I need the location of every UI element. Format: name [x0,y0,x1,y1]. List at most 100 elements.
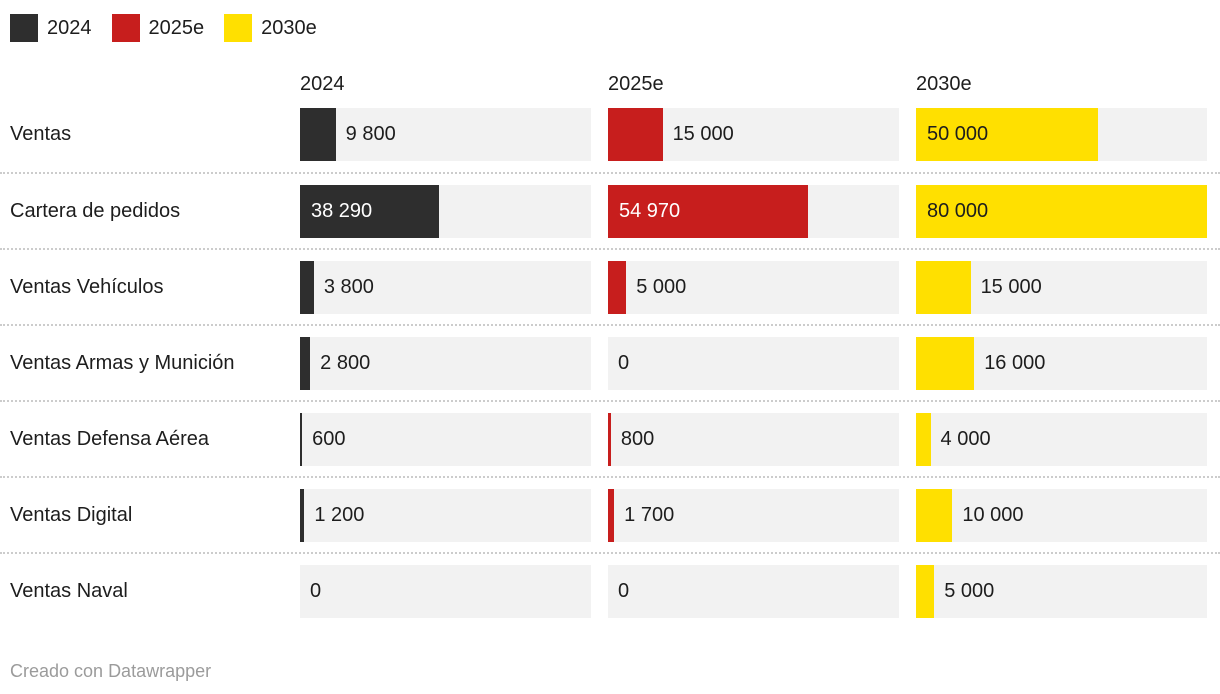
table-row: Cartera de pedidos 38 290 54 970 80 000 [0,172,1220,248]
bar-cell: 1 700 [608,488,899,542]
bar-cell: 5 000 [916,564,1207,618]
bar-value-label: 0 [618,352,630,374]
bar-value-label: 0 [618,580,630,602]
bar-2025e[interactable] [608,488,615,542]
bar-value-label: 600 [312,428,346,450]
bar-track: 600 [300,412,591,466]
table-row: Ventas 9 800 15 000 50 000 [0,96,1220,172]
bar-value-label: 9 800 [345,123,396,145]
row-label: Ventas Digital [10,503,133,526]
row-label: Ventas Vehículos [10,275,164,298]
bar-cell: 1 200 [300,488,591,542]
bar-track: 0 [608,564,899,618]
legend-label: 2024 [47,16,92,39]
chart-rows: Ventas 9 800 15 000 50 000 Cartera de pedido… [0,96,1220,628]
legend-item-2025e: 2025e [111,13,205,42]
bar-2030e[interactable] [916,564,935,618]
column-header-row: 2024 2025e 2030e [0,65,1220,96]
bar-value-label: 800 [620,428,655,450]
row-label: Cartera de pedidos [10,199,181,222]
bar-2025e[interactable] [608,107,663,161]
bar-track: 4 000 [916,412,1207,466]
bar-2025e[interactable] [608,260,627,314]
bar-2024[interactable] [300,488,305,542]
bar-value-label: 54 970 [619,200,681,222]
bar-track: 50 000 [916,107,1207,161]
legend-label: 2030e [261,16,317,39]
legend-swatch-2025e [111,13,140,42]
bar-value-label: 50 000 [927,123,989,145]
column-header-2025e: 2025e [608,73,664,95]
bar-value-label: 1 700 [624,504,675,526]
bar-track: 1 200 [300,488,591,542]
bar-track: 800 [608,412,899,466]
bar-2030e[interactable] [916,488,953,542]
bar-value-label: 3 800 [323,276,374,298]
bar-2030e[interactable] [916,336,975,390]
legend-swatch-2024 [10,13,38,42]
bar-2030e[interactable] [916,107,1098,161]
bar-value-label: 15 000 [672,123,734,145]
bar-track: 38 290 [300,184,591,238]
bar-value-label: 0 [310,580,322,602]
bar-2024[interactable] [300,184,440,238]
bar-cell: 4 000 [916,412,1207,466]
bar-cell: 3 800 [300,260,591,314]
bar-2030e[interactable] [916,412,931,466]
bar-track: 0 [300,564,591,618]
bar-cell: 9 800 [300,107,591,161]
bar-track: 5 000 [608,260,899,314]
footer: Creado con Datawrapper [10,661,1220,682]
bar-value-label: 2 800 [320,352,371,374]
bar-cell: 80 000 [916,184,1207,238]
datawrapper-link[interactable]: Datawrapper [108,661,212,681]
bar-cell: 5 000 [608,260,899,314]
table-row: Ventas Digital 1 200 1 700 10 000 [0,476,1220,552]
bar-value-label: 5 000 [944,580,995,602]
bar-2030e[interactable] [916,260,971,314]
bar-track: 54 970 [608,184,899,238]
bar-track: 2 800 [300,336,591,390]
row-label: Ventas Defensa Aérea [10,427,210,450]
bar-2025e[interactable] [608,184,808,238]
bar-2024[interactable] [300,107,336,161]
bar-2024[interactable] [300,260,314,314]
bar-cell: 800 [608,412,899,466]
bar-value-label: 38 290 [311,200,373,222]
legend: 2024 2025e 2030e [10,13,1220,42]
bar-cell: 10 000 [916,488,1207,542]
footer-text: Creado con [10,661,109,681]
bar-cell: 0 [608,336,899,390]
bar-cell: 2 800 [300,336,591,390]
legend-label: 2025e [148,16,205,39]
bar-2024[interactable] [300,336,311,390]
bar-cell: 0 [608,564,899,618]
bar-2024[interactable] [300,412,303,466]
bar-track: 9 800 [300,107,591,161]
bar-cell: 38 290 [300,184,591,238]
row-label: Ventas Armas y Munición [10,351,235,374]
bar-cell: 600 [300,412,591,466]
row-label: Ventas Naval [10,579,128,602]
bar-track: 15 000 [916,260,1207,314]
bar-cell: 0 [300,564,591,618]
bar-cell: 54 970 [608,184,899,238]
bar-track: 3 800 [300,260,591,314]
bar-value-label: 10 000 [962,504,1024,526]
bar-cell: 16 000 [916,336,1207,390]
legend-item-2024: 2024 [10,13,92,42]
bar-value-label: 15 000 [980,276,1042,298]
row-label: Ventas [10,122,72,145]
bar-track: 5 000 [916,564,1207,618]
column-header-2024: 2024 [300,73,345,95]
bar-2025e[interactable] [608,412,611,466]
table-row: Ventas Vehículos 3 800 5 000 15 000 [0,248,1220,324]
table-row: Ventas Naval 0 0 5 000 [0,552,1220,628]
bar-value-label: 5 000 [636,276,687,298]
bar-2030e[interactable] [916,184,1207,238]
bar-cell: 50 000 [916,107,1207,161]
table-row: Ventas Armas y Munición 2 800 0 16 000 [0,324,1220,400]
bar-track: 0 [608,336,899,390]
bar-cell: 15 000 [916,260,1207,314]
